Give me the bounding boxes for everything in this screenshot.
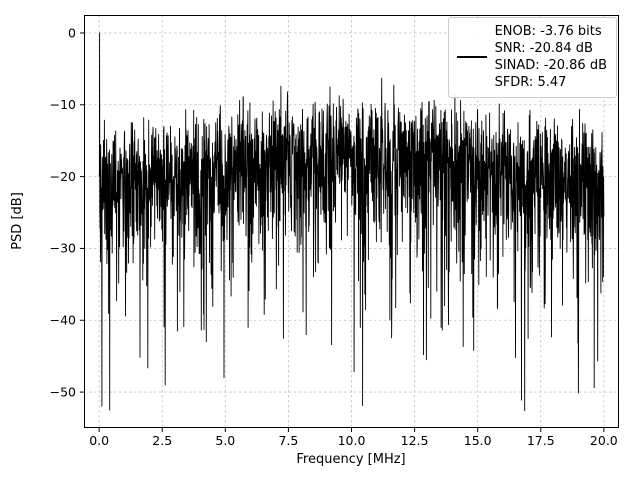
legend: ENOB: -3.76 bits SNR: -20.84 dB SINAD: -… [447,17,617,98]
plot-border [84,15,619,428]
x-tick-label: 10.0 [338,433,366,448]
x-axis-label: Frequency [MHz] [296,452,405,467]
y-tick-label: −10 [50,97,76,112]
legend-line-sample [456,56,487,59]
x-tick-label: 20.0 [590,433,618,448]
legend-entry-enob: ENOB: -3.76 bits [494,24,602,39]
trace-layer [98,32,605,412]
psd-trace [98,32,605,412]
x-tick-label: 7.5 [278,433,298,448]
y-axis-label: PSD [dB] [10,192,25,250]
y-tick-label: −40 [50,313,76,328]
legend-entry-sfdr: SFDR: 5.47 [494,75,567,91]
y-tick-label: −20 [50,169,76,184]
x-tick-label: 15.0 [464,433,492,448]
x-tick-label: 0.0 [89,433,109,448]
x-tick-label: 17.5 [527,433,555,448]
x-tick-label: 5.0 [215,433,235,448]
legend-text: ENOB: -3.76 bits SNR: -20.84 dB SINAD: -… [495,23,607,92]
y-tick-label: −50 [50,384,76,399]
x-tick-label: 2.5 [152,433,172,448]
y-tick-label: 0 [68,25,76,40]
legend-entry-sinad: SINAD: -20.86 dB [494,58,607,74]
axes-layer: 0.0 2.5 5.0 7.5 10.0 12.5 15.0 17.5 20.0 0 −10 −20 −… [50,15,619,448]
x-tick-label: 12.5 [401,433,429,448]
y-tick-label: −30 [50,241,76,256]
legend-entry-snr: SNR: -20.84 dB [494,41,593,57]
